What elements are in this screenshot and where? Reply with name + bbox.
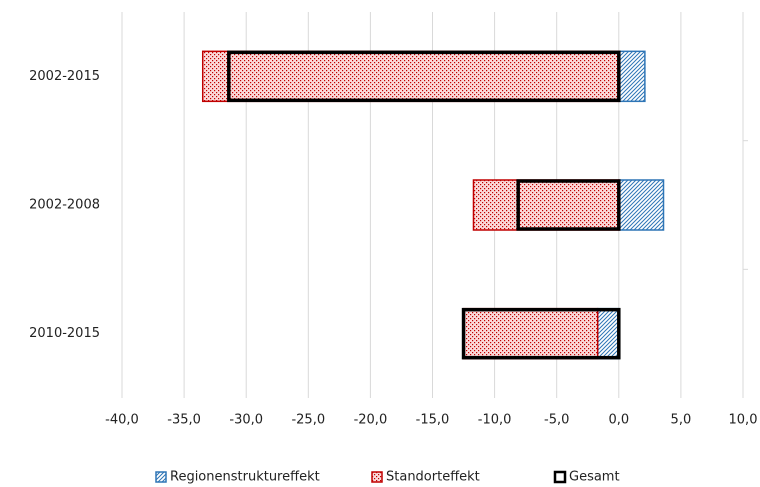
bar xyxy=(618,179,665,231)
y-tick-label: 2002-2015 xyxy=(29,69,100,84)
legend-label: Gesamt xyxy=(569,470,620,485)
bar xyxy=(462,307,599,360)
total-bar xyxy=(516,179,621,231)
x-tick-label: 0,0 xyxy=(608,413,629,428)
bar xyxy=(201,50,620,103)
legend-label: Regionenstruktureffekt xyxy=(170,470,320,485)
x-tick-label: -35,0 xyxy=(167,413,201,428)
x-tick-label: -5,0 xyxy=(544,413,569,428)
x-tick-label: -25,0 xyxy=(291,413,325,428)
y-tick-label: 2002-2008 xyxy=(29,198,100,213)
x-tick-label: 5,0 xyxy=(671,413,692,428)
legend-swatch xyxy=(553,470,567,484)
bar xyxy=(472,179,620,231)
total-bar xyxy=(227,50,621,103)
x-tick-label: -20,0 xyxy=(354,413,388,428)
x-tick-label: -40,0 xyxy=(105,413,139,428)
x-tick-label: -10,0 xyxy=(478,413,512,428)
legend-item: Standorteffekt xyxy=(371,470,480,485)
bar xyxy=(618,50,646,103)
total-bar xyxy=(461,307,621,360)
legend-swatch xyxy=(371,471,383,483)
y-tick-label: 2010-2015 xyxy=(29,326,100,341)
legend-item: Gesamt xyxy=(553,470,620,485)
x-tick-label: -30,0 xyxy=(229,413,263,428)
legend-label: Standorteffekt xyxy=(386,470,480,485)
x-tick-label: 10,0 xyxy=(729,413,758,428)
legend-item: Regionenstruktureffekt xyxy=(155,470,320,485)
legend-swatch xyxy=(155,471,167,483)
bar xyxy=(596,307,620,360)
x-tick-label: -15,0 xyxy=(416,413,450,428)
